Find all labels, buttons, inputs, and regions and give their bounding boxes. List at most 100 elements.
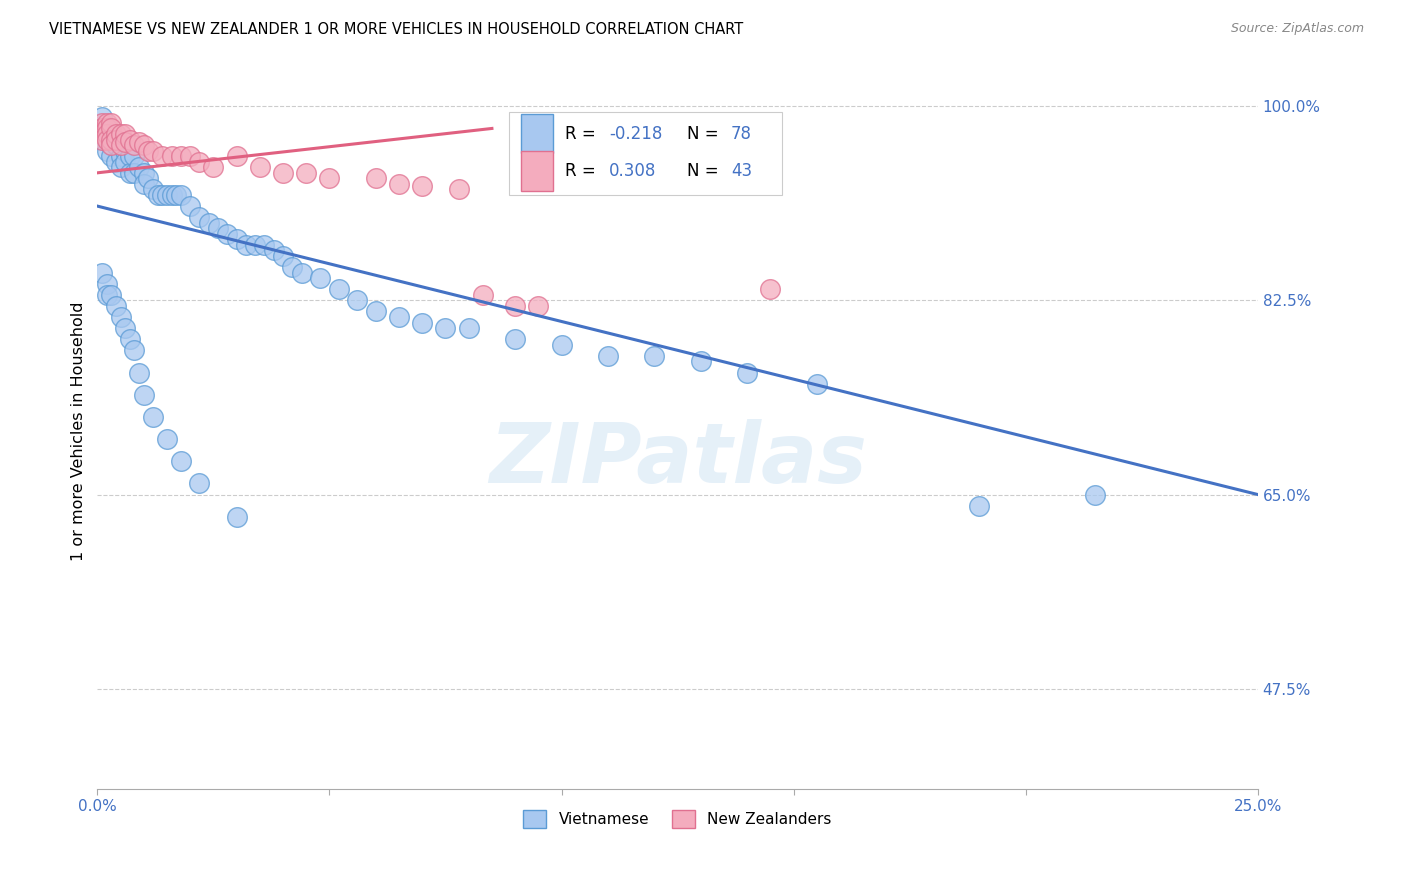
Point: [170, 188, 193, 202]
Point: [114, 135, 136, 149]
Point: [100, 132, 122, 146]
FancyBboxPatch shape: [509, 112, 782, 194]
Point: [165, 188, 187, 202]
Point: [118, 132, 141, 146]
Point: [132, 138, 155, 153]
Point: [596, 349, 619, 363]
Point: [388, 310, 411, 324]
Point: [110, 149, 132, 163]
Point: [91, 132, 114, 146]
Point: [91, 127, 114, 141]
Point: [96, 288, 118, 302]
Point: [91, 116, 114, 130]
Point: [91, 121, 114, 136]
Point: [100, 288, 122, 302]
Point: [735, 366, 758, 380]
Text: N =: N =: [688, 162, 724, 180]
Point: [217, 227, 239, 241]
Point: [179, 149, 201, 163]
Point: [170, 454, 193, 468]
Text: R =: R =: [565, 125, 600, 143]
Point: [138, 144, 160, 158]
Point: [150, 188, 173, 202]
Point: [91, 111, 114, 125]
Point: [197, 216, 219, 230]
Point: [207, 221, 229, 235]
Point: [202, 161, 225, 175]
Point: [550, 338, 572, 352]
Point: [104, 132, 127, 146]
Point: [128, 161, 150, 175]
Point: [104, 154, 127, 169]
Y-axis label: 1 or more Vehicles in Household: 1 or more Vehicles in Household: [72, 301, 86, 560]
Point: [118, 166, 141, 180]
Point: [146, 188, 169, 202]
Point: [411, 316, 433, 330]
Point: [271, 249, 294, 263]
Point: [471, 288, 494, 302]
Point: [364, 304, 387, 318]
Point: [346, 293, 368, 308]
Point: [295, 166, 318, 180]
Point: [156, 432, 179, 446]
Point: [128, 366, 150, 380]
Point: [142, 409, 165, 424]
Text: VIETNAMESE VS NEW ZEALANDER 1 OR MORE VEHICLES IN HOUSEHOLD CORRELATION CHART: VIETNAMESE VS NEW ZEALANDER 1 OR MORE VE…: [49, 22, 744, 37]
Point: [100, 138, 122, 153]
Point: [128, 135, 150, 149]
Point: [503, 299, 526, 313]
Point: [91, 121, 114, 136]
Point: [225, 149, 247, 163]
Point: [124, 138, 146, 153]
Text: N =: N =: [688, 125, 724, 143]
Point: [253, 238, 276, 252]
Point: [235, 238, 257, 252]
Point: [449, 182, 471, 196]
Point: [527, 299, 550, 313]
Point: [100, 116, 122, 130]
Text: 43: 43: [731, 162, 752, 180]
Point: [188, 154, 211, 169]
Point: [132, 387, 155, 401]
Point: [281, 260, 304, 274]
Point: [91, 132, 114, 146]
Point: [100, 121, 122, 136]
Point: [328, 282, 350, 296]
Point: [225, 509, 247, 524]
Text: R =: R =: [565, 162, 600, 180]
Point: [388, 177, 411, 191]
Point: [100, 127, 122, 141]
Point: [100, 149, 122, 163]
Point: [138, 171, 160, 186]
Point: [188, 210, 211, 224]
Text: ZIPatlas: ZIPatlas: [489, 419, 866, 500]
Point: [150, 149, 173, 163]
Point: [434, 321, 457, 335]
Text: 0.308: 0.308: [609, 162, 657, 180]
Point: [411, 179, 433, 194]
Point: [132, 177, 155, 191]
Point: [142, 182, 165, 196]
Point: [188, 476, 211, 491]
Point: [118, 149, 141, 163]
Point: [114, 127, 136, 141]
Point: [96, 277, 118, 291]
Point: [1084, 487, 1107, 501]
Point: [225, 232, 247, 246]
Text: -0.218: -0.218: [609, 125, 662, 143]
Point: [249, 161, 271, 175]
Point: [156, 188, 179, 202]
Point: [457, 321, 479, 335]
Point: [309, 271, 332, 285]
Point: [318, 171, 340, 186]
Point: [689, 354, 711, 368]
Point: [110, 127, 132, 141]
Point: [96, 121, 118, 136]
Point: [132, 166, 155, 180]
Point: [124, 343, 146, 358]
Point: [118, 332, 141, 346]
Point: [170, 149, 193, 163]
Point: [179, 199, 201, 213]
Point: [160, 188, 183, 202]
Text: Source: ZipAtlas.com: Source: ZipAtlas.com: [1230, 22, 1364, 36]
